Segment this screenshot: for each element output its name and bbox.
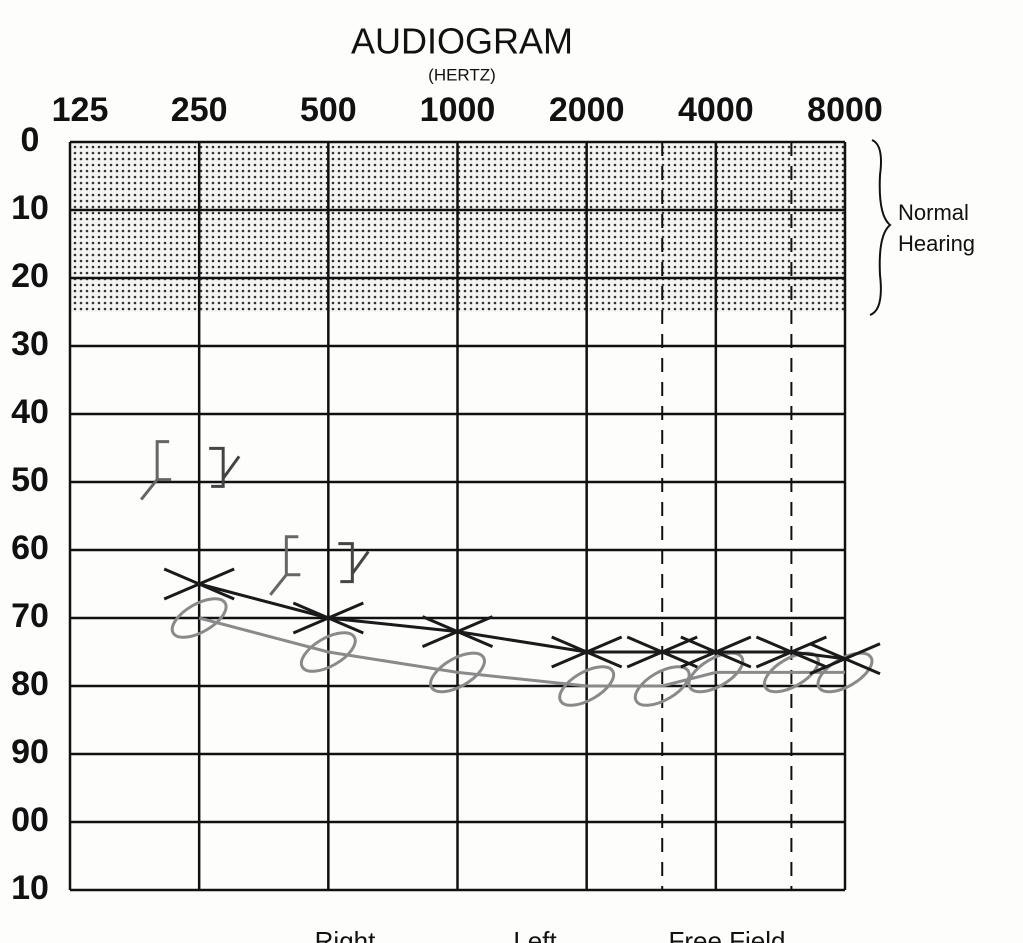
marker-bracket-left <box>269 535 301 596</box>
x-tick-label: 125 <box>52 91 109 129</box>
y-tick-label: 90 <box>11 733 49 771</box>
y-tick-label: 20 <box>11 257 49 295</box>
marker-x <box>163 567 235 601</box>
brace <box>869 139 892 316</box>
normal-label: Normal <box>898 200 969 225</box>
legend-label: Right <box>315 926 376 943</box>
y-tick-label: 10 <box>11 189 49 227</box>
marker-x <box>626 635 698 669</box>
y-tick-label: 70 <box>11 597 49 635</box>
x-tick-label: 8000 <box>807 91 883 129</box>
marker-x <box>551 635 623 669</box>
y-tick-label: 50 <box>11 461 49 499</box>
x-tick-label: 4000 <box>678 91 754 129</box>
series-line <box>198 582 846 661</box>
marker-x <box>421 615 494 648</box>
y-tick-label: 10 <box>11 869 49 907</box>
normal-label: Hearing <box>898 231 975 256</box>
legend-label: Left <box>513 926 557 943</box>
y-tick-label: 30 <box>11 325 49 363</box>
x-tick-label: 250 <box>171 91 228 129</box>
marker-x <box>809 642 881 676</box>
y-tick-label: 00 <box>11 801 49 839</box>
marker-o <box>558 665 616 707</box>
marker-bracket-left <box>139 440 172 501</box>
series-line <box>198 616 845 688</box>
y-tick-label: 60 <box>11 529 49 567</box>
marker-o <box>299 631 357 673</box>
chart-subtitle: (HERTZ) <box>428 65 496 84</box>
chart-title: AUDIOGRAM <box>351 21 573 62</box>
marker-o <box>170 597 228 639</box>
marker-x <box>755 635 827 669</box>
marker-o <box>762 651 820 694</box>
y-tick-label: 40 <box>11 393 49 431</box>
marker-x <box>680 635 752 669</box>
y-tick-label: 80 <box>11 665 49 703</box>
marker-o <box>633 665 691 707</box>
x-tick-label: 500 <box>300 91 357 129</box>
marker-o <box>687 651 745 694</box>
marker-bracket-right <box>338 542 370 584</box>
marker-o <box>429 651 486 694</box>
y-tick-label: 0 <box>21 121 40 159</box>
marker-bracket-right <box>209 446 241 488</box>
marker-x <box>292 601 364 635</box>
legend-label: Free Field <box>668 926 785 943</box>
x-tick-label: 1000 <box>420 91 496 129</box>
x-tick-label: 2000 <box>549 91 625 129</box>
